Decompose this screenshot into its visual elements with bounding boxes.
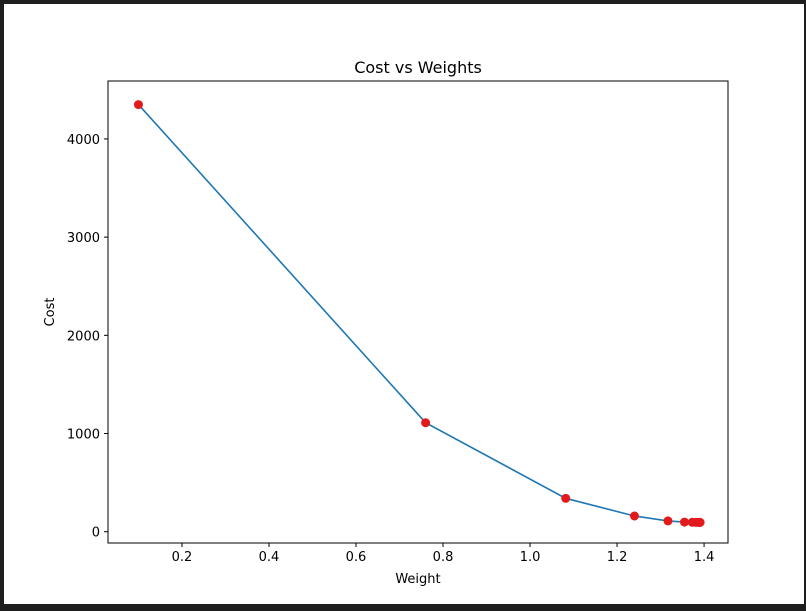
- cost-point: [421, 418, 431, 428]
- cost-point: [679, 517, 689, 527]
- cost-point: [561, 493, 571, 503]
- y-tick-label: 0: [92, 526, 100, 541]
- x-tick-label: 0.2: [172, 550, 193, 565]
- x-axis-ticks: 0.2 0.4 0.6 0.8 1.0 1.2 1.4: [172, 543, 715, 565]
- x-tick-label: 1.4: [694, 550, 715, 565]
- x-tick-label: 1.2: [607, 550, 628, 565]
- x-tick-label: 0.4: [259, 550, 280, 565]
- cost-vs-weights-chart: 0.2 0.4 0.6 0.8 1.0 1.2 1.4 01000200030004000 …: [43, 58, 729, 587]
- cost-point: [663, 516, 673, 526]
- x-tick-label: 0.8: [433, 550, 454, 565]
- cost-point: [133, 100, 143, 110]
- cost-point: [629, 511, 639, 521]
- y-axis-label: Cost: [43, 298, 58, 327]
- plot-area: [107, 80, 729, 544]
- x-tick-label: 1.0: [520, 550, 541, 565]
- chart-title: Cost vs Weights: [354, 58, 482, 77]
- cost-points: [133, 100, 705, 527]
- y-tick-label: 1000: [67, 428, 100, 443]
- y-axis-ticks: 0 1000 2000 3000 4000: [67, 133, 108, 541]
- y-tick-label: 3000: [67, 231, 100, 246]
- x-axis-label: Weight: [395, 572, 440, 587]
- y-tick-label: 4000: [67, 133, 100, 148]
- cost-point: [695, 517, 705, 527]
- x-tick-label: 0.6: [346, 550, 367, 565]
- y-tick-label: 2000: [67, 329, 100, 344]
